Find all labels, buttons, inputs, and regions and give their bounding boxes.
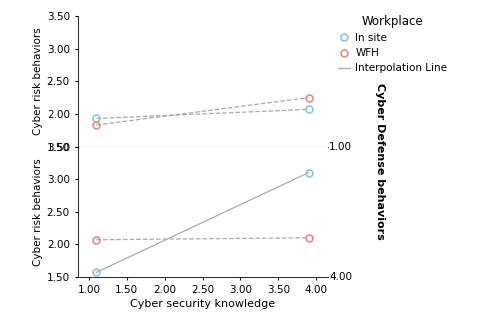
X-axis label: Cyber security knowledge: Cyber security knowledge xyxy=(130,299,275,309)
Y-axis label: Cyber risk behaviors: Cyber risk behaviors xyxy=(32,158,42,266)
Text: 4.00: 4.00 xyxy=(329,272,352,282)
Y-axis label: Cyber risk behaviors: Cyber risk behaviors xyxy=(32,27,42,135)
Text: Cyber Defense behaviors: Cyber Defense behaviors xyxy=(375,83,385,239)
Text: 1.00: 1.00 xyxy=(329,141,352,152)
Legend: In site, WFH, Interpolation Line: In site, WFH, Interpolation Line xyxy=(338,15,448,73)
